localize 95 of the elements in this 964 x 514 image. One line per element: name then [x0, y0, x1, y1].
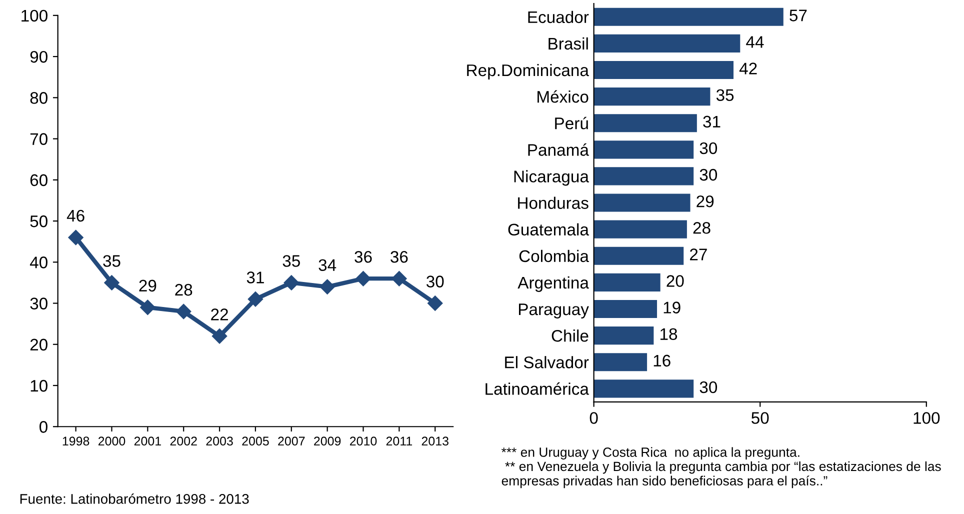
data-label: 19	[664, 302, 680, 314]
point	[428, 296, 443, 311]
x-tick-label: 2011	[386, 436, 412, 446]
y-tick-label: Honduras	[518, 196, 588, 209]
data-label: 30	[426, 276, 444, 288]
y-tick-label: 50	[30, 215, 48, 228]
data-label: 35	[103, 255, 120, 267]
y-tick-label: 70	[30, 133, 48, 145]
bar	[594, 380, 694, 398]
data-label: 35	[716, 89, 734, 102]
y-tick-label: Paraguay	[518, 304, 589, 318]
x-tick-label: 50	[752, 412, 769, 424]
x-tick-label: 2001	[134, 436, 161, 446]
bar	[594, 273, 660, 292]
data-label: 42	[739, 62, 757, 74]
y-tick-label: México	[538, 90, 588, 103]
x-tick-label: 0	[590, 412, 598, 424]
y-tick-label: El Salvador	[505, 356, 589, 368]
bar	[594, 353, 648, 372]
y-tick-label: 100	[22, 10, 48, 22]
data-label: 20	[666, 275, 684, 287]
point	[356, 271, 371, 286]
y-tick-label: 20	[30, 338, 48, 351]
point	[140, 300, 156, 315]
data-label: 28	[175, 284, 192, 296]
y-tick-label: 80	[30, 92, 48, 104]
data-label: 30	[700, 142, 718, 154]
x-tick-label: 2003	[206, 436, 233, 446]
y-tick-label: Brasil	[548, 37, 588, 50]
data-label: 18	[660, 328, 678, 340]
point	[392, 271, 407, 286]
bar	[594, 8, 784, 26]
data-label: 34	[318, 259, 336, 272]
y-tick-label: Latinoamérica	[486, 382, 589, 395]
bar	[594, 220, 687, 238]
data-label: 36	[354, 250, 372, 263]
bar	[594, 246, 684, 265]
x-tick-label: 1998	[62, 436, 90, 446]
data-label: 36	[390, 250, 408, 263]
data-label: 35	[282, 255, 300, 267]
bar	[594, 114, 697, 132]
text: ** en Venezuela y Bolivia la pregunta cambia por “las estatizaciones de las empresas privadas han sido beneficiosas para el país..”	[502, 461, 941, 488]
y-tick-label: Colombia	[519, 250, 589, 262]
y-tick-label: Argentina	[518, 276, 589, 292]
data-label: 31	[246, 272, 264, 284]
y-tick-label: Rep.Dominicana	[467, 64, 589, 80]
data-label: 29	[696, 195, 714, 208]
x-tick-label: 100	[914, 412, 940, 424]
point	[320, 279, 335, 294]
y-tick-label: 30	[30, 298, 48, 310]
point	[176, 304, 192, 320]
bar	[594, 88, 710, 106]
x-tick-label: 2007	[278, 436, 305, 446]
x-tick-label: 2005	[242, 436, 269, 446]
y-tick-label: 0	[40, 421, 48, 433]
y-tick-label: Perú	[555, 116, 588, 130]
bar	[594, 326, 654, 345]
point	[212, 328, 228, 344]
data-label: 22	[211, 308, 228, 320]
point	[104, 275, 120, 290]
x-tick-label: 2013	[422, 436, 448, 446]
bar	[594, 167, 694, 186]
x-tick-label: 2000	[98, 436, 126, 446]
data-label: 44	[746, 36, 764, 48]
x-tick-label: 2009	[314, 436, 341, 446]
data-label: 29	[139, 280, 156, 292]
point	[248, 292, 264, 307]
y-tick-label: 40	[30, 256, 48, 268]
y-tick-label: 10	[30, 380, 48, 392]
bar	[594, 34, 740, 52]
data-label: 16	[654, 354, 670, 367]
source-note: Fuente: Latinobarómetro 1998 - 2013	[20, 493, 249, 504]
bar	[594, 194, 690, 212]
data-label: 28	[693, 222, 710, 234]
bar	[594, 60, 734, 80]
y-tick-label: 60	[30, 174, 48, 186]
x-tick-label: 2010	[350, 436, 377, 446]
data-label: 27	[690, 248, 707, 260]
y-tick-label: 90	[30, 50, 48, 63]
y-tick-label: Guatemala	[508, 223, 589, 236]
data-label: 30	[700, 381, 718, 394]
y-tick-label: Ecuador	[528, 10, 589, 24]
bar	[594, 140, 694, 159]
text: *** en Uruguay y Costa Rica no aplica la pregunta.	[501, 447, 800, 460]
y-tick-label: Nicaragua	[514, 170, 589, 186]
data-label: 57	[790, 10, 807, 22]
y-tick-label: Chile	[552, 330, 588, 342]
point	[68, 230, 84, 246]
y-tick-label: Panamá	[528, 143, 589, 156]
point	[284, 275, 299, 290]
data-label: 30	[700, 168, 718, 181]
x-tick-label: 2002	[170, 436, 197, 446]
data-label: 46	[66, 210, 84, 222]
data-label: 31	[703, 116, 720, 128]
bar	[594, 300, 658, 318]
